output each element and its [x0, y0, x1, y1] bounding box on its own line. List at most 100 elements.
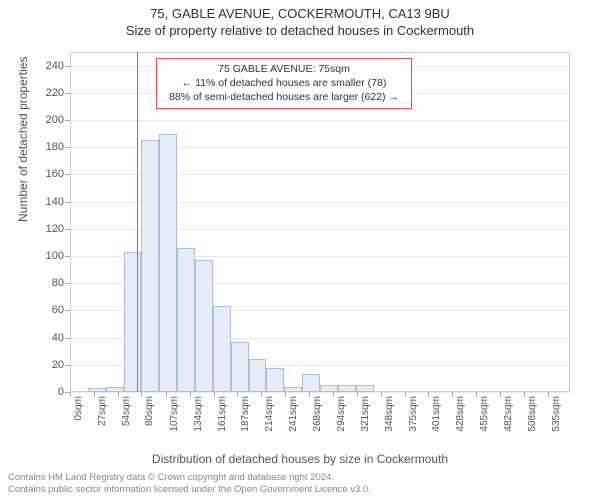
- x-tick-mark: [524, 392, 525, 397]
- histogram-bar: [159, 134, 177, 392]
- x-tick-mark: [261, 392, 262, 397]
- histogram-bar: [124, 252, 142, 392]
- x-tick-label: 508sqm: [527, 396, 538, 432]
- x-tick-label: 187sqm: [240, 396, 251, 432]
- y-tick-mark: [65, 229, 70, 230]
- histogram-bar: [249, 359, 267, 392]
- chart-container: 75, GABLE AVENUE, COCKERMOUTH, CA13 9BU …: [0, 0, 600, 500]
- footer-line1: Contains HM Land Registry data © Crown c…: [8, 472, 371, 484]
- y-tick-mark: [65, 202, 70, 203]
- histogram-bar: [231, 342, 249, 392]
- x-tick-label: 455sqm: [479, 396, 490, 432]
- gridline: [70, 392, 570, 393]
- x-tick-label: 214sqm: [264, 396, 275, 432]
- y-tick-label: 180: [34, 141, 64, 153]
- y-tick-mark: [65, 256, 70, 257]
- info-box: 75 GABLE AVENUE: 75sqm ← 11% of detached…: [156, 58, 412, 109]
- y-tick-mark: [65, 310, 70, 311]
- x-tick-mark: [141, 392, 142, 397]
- x-tick-label: 294sqm: [336, 396, 347, 432]
- y-tick-mark: [65, 147, 70, 148]
- footer-line2: Contains public sector information licen…: [8, 484, 371, 496]
- x-tick-label: 27sqm: [97, 396, 108, 426]
- y-tick-label: 200: [34, 114, 64, 126]
- x-tick-mark: [94, 392, 95, 397]
- x-tick-label: 54sqm: [121, 396, 132, 426]
- reference-line: [137, 52, 138, 392]
- x-tick-mark: [285, 392, 286, 397]
- x-tick-mark: [190, 392, 191, 397]
- x-tick-mark: [452, 392, 453, 397]
- x-axis-label: Distribution of detached houses by size …: [0, 452, 600, 466]
- y-tick-label: 140: [34, 196, 64, 208]
- histogram-bar: [106, 387, 124, 392]
- x-tick-mark: [309, 392, 310, 397]
- x-tick-mark: [405, 392, 406, 397]
- x-tick-label: 321sqm: [360, 396, 371, 432]
- y-tick-label: 40: [34, 332, 64, 344]
- y-tick-mark: [65, 93, 70, 94]
- histogram-bar: [356, 385, 374, 392]
- histogram-bar: [284, 387, 302, 392]
- plot-area: 75 GABLE AVENUE: 75sqm ← 11% of detached…: [70, 52, 570, 422]
- x-tick-label: 428sqm: [455, 396, 466, 432]
- x-tick-mark: [166, 392, 167, 397]
- y-tick-label: 80: [34, 277, 64, 289]
- x-tick-mark: [214, 392, 215, 397]
- histogram-bar: [141, 140, 159, 392]
- histogram-bar: [213, 306, 231, 392]
- info-box-line3: 88% of semi-detached houses are larger (…: [163, 90, 405, 104]
- x-tick-mark: [500, 392, 501, 397]
- y-tick-label: 20: [34, 359, 64, 371]
- y-axis-label: Number of detached properties: [16, 57, 30, 222]
- x-tick-label: 375sqm: [408, 396, 419, 432]
- histogram-bar: [338, 385, 356, 392]
- x-tick-label: 348sqm: [384, 396, 395, 432]
- histogram-bar: [266, 368, 284, 392]
- y-tick-mark: [65, 174, 70, 175]
- y-tick-mark: [65, 66, 70, 67]
- x-tick-label: 0sqm: [73, 396, 84, 420]
- x-tick-label: 80sqm: [144, 396, 155, 426]
- x-tick-mark: [357, 392, 358, 397]
- grid-area: 75 GABLE AVENUE: 75sqm ← 11% of detached…: [70, 52, 570, 392]
- x-tick-mark: [118, 392, 119, 397]
- info-box-line1: 75 GABLE AVENUE: 75sqm: [163, 62, 405, 76]
- x-tick-mark: [428, 392, 429, 397]
- x-tick-mark: [476, 392, 477, 397]
- y-tick-label: 60: [34, 304, 64, 316]
- title-address: 75, GABLE AVENUE, COCKERMOUTH, CA13 9BU: [0, 6, 600, 21]
- x-tick-label: 241sqm: [288, 396, 299, 432]
- y-tick-label: 0: [34, 386, 64, 398]
- x-tick-mark: [548, 392, 549, 397]
- y-tick-label: 240: [34, 60, 64, 72]
- x-tick-mark: [381, 392, 382, 397]
- title-block: 75, GABLE AVENUE, COCKERMOUTH, CA13 9BU …: [0, 0, 600, 38]
- y-tick-mark: [65, 338, 70, 339]
- footer-credits: Contains HM Land Registry data © Crown c…: [8, 472, 371, 496]
- y-tick-mark: [65, 365, 70, 366]
- y-tick-label: 120: [34, 223, 64, 235]
- x-tick-mark: [70, 392, 71, 397]
- title-subtitle: Size of property relative to detached ho…: [0, 23, 600, 38]
- x-tick-label: 268sqm: [312, 396, 323, 432]
- y-tick-mark: [65, 120, 70, 121]
- histogram-bar: [88, 388, 106, 392]
- x-tick-mark: [237, 392, 238, 397]
- x-tick-label: 161sqm: [217, 396, 228, 432]
- histogram-bar: [177, 248, 195, 392]
- x-tick-label: 535sqm: [551, 396, 562, 432]
- y-tick-label: 220: [34, 87, 64, 99]
- x-tick-label: 401sqm: [431, 396, 442, 432]
- x-tick-label: 134sqm: [193, 396, 204, 432]
- x-tick-label: 482sqm: [503, 396, 514, 432]
- info-box-line2: ← 11% of detached houses are smaller (78…: [163, 76, 405, 90]
- x-tick-mark: [333, 392, 334, 397]
- y-tick-mark: [65, 283, 70, 284]
- histogram-bar: [302, 374, 320, 392]
- y-tick-label: 100: [34, 250, 64, 262]
- histogram-bar: [320, 385, 338, 392]
- x-tick-label: 107sqm: [169, 396, 180, 432]
- y-tick-label: 160: [34, 168, 64, 180]
- histogram-bar: [195, 260, 213, 392]
